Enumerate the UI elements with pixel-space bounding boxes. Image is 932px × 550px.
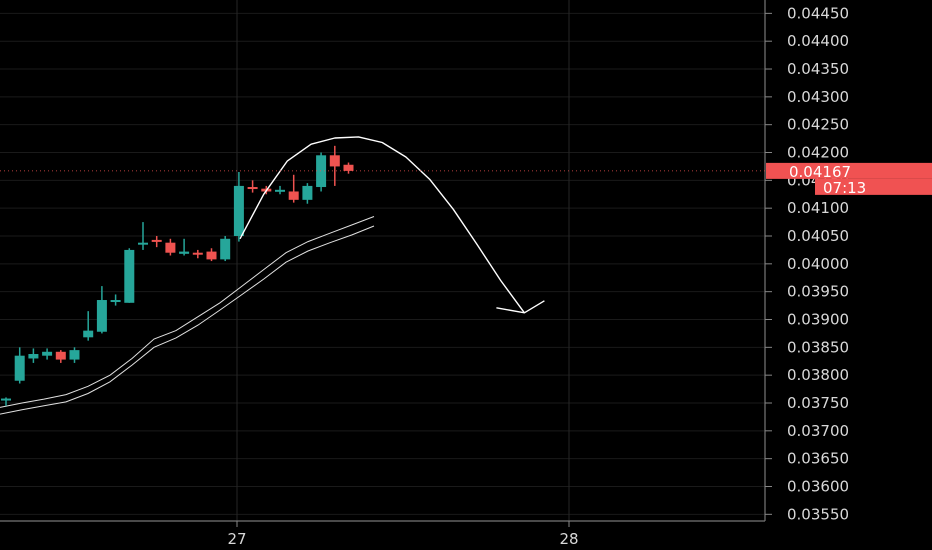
candle-body[interactable] [233,185,244,237]
candle-body[interactable] [275,189,285,192]
candle-body[interactable] [55,351,66,360]
candle-body[interactable] [1,398,11,401]
y-tick-label: 0.04450 [787,4,849,22]
y-tick-label: 0.03950 [787,283,849,301]
candle-body[interactable] [42,351,53,356]
candle-body[interactable] [124,249,135,303]
candle-body[interactable] [220,238,231,260]
y-tick-label: 0.04300 [787,88,849,106]
y-tick-label: 0.03700 [787,422,849,440]
candle-body[interactable] [69,350,80,360]
candle-body[interactable] [206,251,217,260]
candle-body[interactable] [28,354,39,359]
y-tick-label: 0.03650 [787,450,849,468]
y-tick-label: 0.03750 [787,394,849,412]
last-price-badge: 0.04167 07:13 [0,162,932,197]
projection-curve[interactable] [239,136,525,314]
y-tick-label: 0.04100 [787,199,849,217]
indicator-lines [0,216,375,415]
time-axis[interactable]: 27 28 [227,521,579,548]
candle-body[interactable] [179,251,190,254]
candle-body[interactable] [329,155,340,167]
candle-body[interactable] [14,355,25,381]
candle-body[interactable] [151,239,162,242]
y-tick-label: 0.04050 [787,227,849,245]
countdown-box [815,178,932,195]
candles[interactable] [1,145,354,406]
projection-drawing[interactable] [239,136,545,314]
price-axis[interactable]: 0.04450 0.04400 0.04350 0.04300 0.04250 0.042… [765,4,849,523]
y-tick-label: 0.04400 [787,32,849,50]
y-tick-label: 0.03900 [787,311,849,329]
last-price-box [766,162,932,179]
y-tick-label: 0.04200 [787,144,849,162]
y-tick-label: 0.04000 [787,255,849,273]
candle-body[interactable] [343,164,354,171]
ma-lower-line [0,225,375,415]
candle-body[interactable] [247,187,258,190]
y-tick-label: 0.03600 [787,477,849,495]
candle-body[interactable] [192,252,203,255]
candle-body[interactable] [96,300,107,332]
countdown-value: 07:13 [823,179,866,197]
last-price-value: 0.04167 [789,163,851,181]
y-tick-label: 0.03800 [787,366,849,384]
candle-body[interactable] [288,191,299,200]
candle-body[interactable] [302,185,313,200]
y-tick-label: 0.03550 [787,505,849,523]
candle-body[interactable] [138,242,148,245]
y-tick-label: 0.04250 [787,116,849,134]
candle-body[interactable] [165,242,176,253]
candle-body[interactable] [83,330,94,338]
projection-arrowhead [496,300,545,314]
x-tick-label: 28 [559,530,578,548]
candle-body[interactable] [110,300,121,303]
x-tick-label: 27 [227,530,246,548]
candle-body[interactable] [316,155,327,188]
ma-upper-line [0,216,375,408]
y-tick-label: 0.03850 [787,338,849,356]
y-tick-label: 0.04350 [787,60,849,78]
grid-lines [0,0,765,521]
